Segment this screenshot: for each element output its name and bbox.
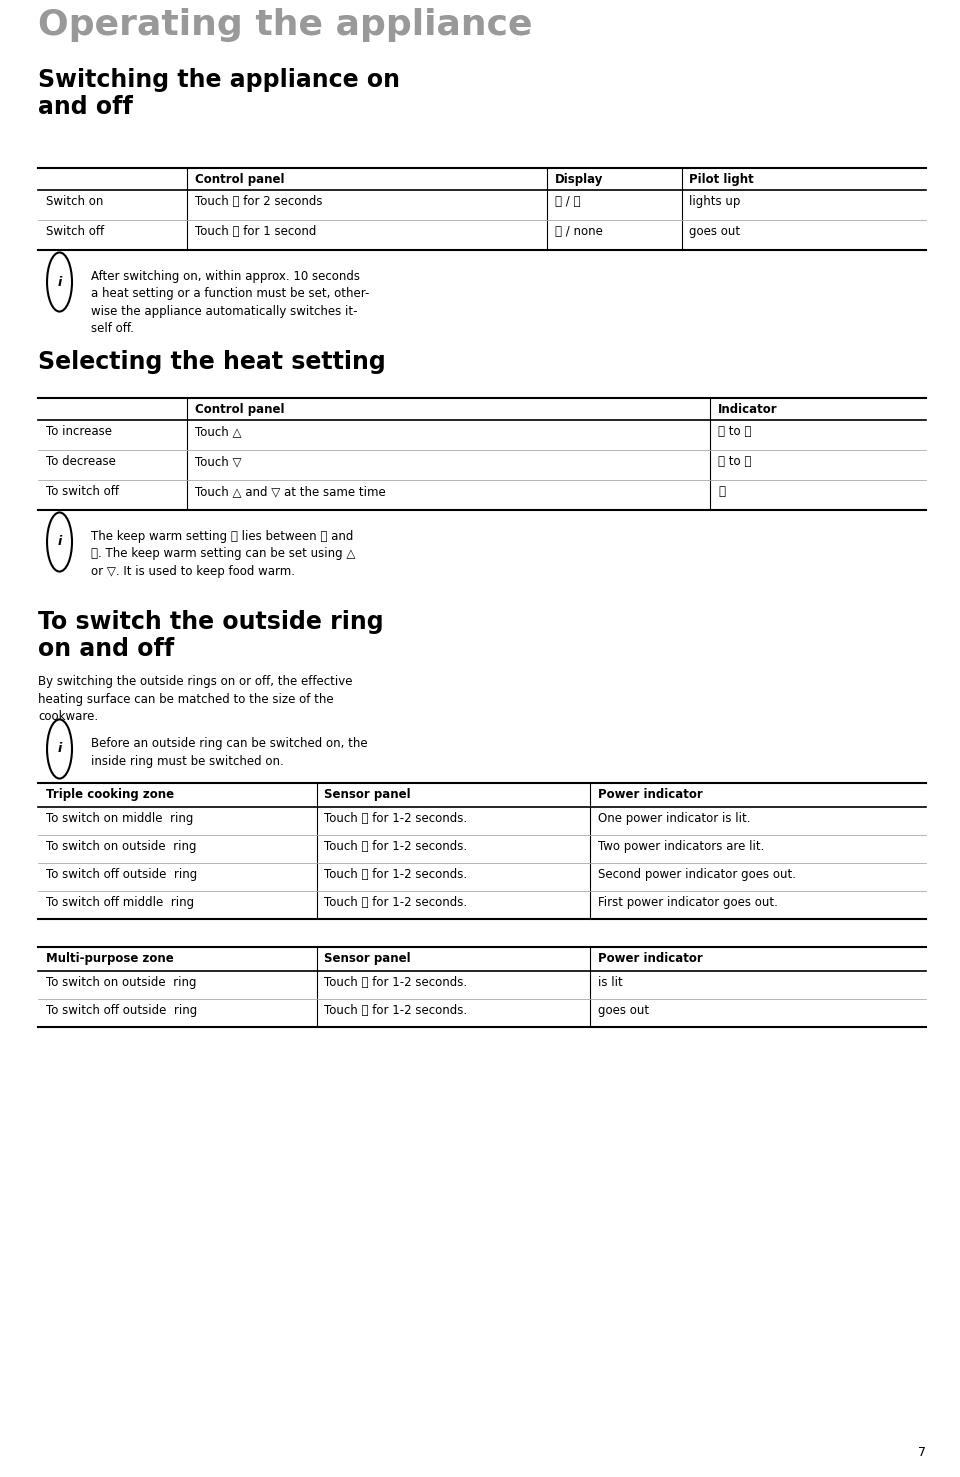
- Text: Switch on: Switch on: [46, 195, 104, 208]
- Text: ⓤ: ⓤ: [718, 484, 725, 498]
- Text: Sensor panel: Sensor panel: [324, 789, 411, 801]
- Text: Power indicator: Power indicator: [598, 789, 703, 801]
- Text: is lit: is lit: [598, 976, 623, 990]
- Text: One power indicator is lit.: One power indicator is lit.: [598, 812, 751, 826]
- Text: Indicator: Indicator: [718, 403, 778, 417]
- Text: To switch off middle  ring: To switch off middle ring: [46, 897, 194, 908]
- Text: Touch ⓘ for 1 second: Touch ⓘ for 1 second: [195, 225, 316, 238]
- Text: i: i: [58, 536, 61, 548]
- Text: To switch off: To switch off: [46, 484, 119, 498]
- Text: Touch ⓘ for 2 seconds: Touch ⓘ for 2 seconds: [195, 195, 323, 208]
- Text: Switching the appliance on
and off: Switching the appliance on and off: [38, 68, 400, 118]
- Ellipse shape: [47, 719, 72, 778]
- Text: Touch ⓘ for 1-2 seconds.: Touch ⓘ for 1-2 seconds.: [324, 897, 468, 908]
- Text: To decrease: To decrease: [46, 455, 116, 468]
- Text: i: i: [58, 276, 61, 288]
- Text: Touch △ and ▽ at the same time: Touch △ and ▽ at the same time: [195, 484, 386, 498]
- Text: The keep warm setting ⓤ lies between ⓤ and
ⓤ. The keep warm setting can be set u: The keep warm setting ⓤ lies between ⓤ a…: [91, 530, 355, 578]
- Text: Touch ⓘ for 1-2 seconds.: Touch ⓘ for 1-2 seconds.: [324, 1004, 468, 1018]
- Text: To switch on outside  ring: To switch on outside ring: [46, 840, 197, 854]
- Ellipse shape: [47, 253, 72, 312]
- Text: lights up: lights up: [689, 195, 741, 208]
- Text: Two power indicators are lit.: Two power indicators are lit.: [598, 840, 764, 854]
- Text: Touch ⓘ for 1-2 seconds.: Touch ⓘ for 1-2 seconds.: [324, 840, 468, 854]
- Text: Pilot light: Pilot light: [689, 173, 754, 186]
- Text: To switch on middle  ring: To switch on middle ring: [46, 812, 194, 826]
- Text: After switching on, within approx. 10 seconds
a heat setting or a function must : After switching on, within approx. 10 se…: [91, 270, 370, 335]
- Text: Touch ⓘ for 1-2 seconds.: Touch ⓘ for 1-2 seconds.: [324, 868, 468, 880]
- Text: Selecting the heat setting: Selecting the heat setting: [38, 350, 386, 374]
- Text: Control panel: Control panel: [195, 173, 284, 186]
- Text: ⓧ / none: ⓧ / none: [555, 225, 603, 238]
- Text: Before an outside ring can be switched on, the
inside ring must be switched on.: Before an outside ring can be switched o…: [91, 737, 368, 768]
- Text: Touch ⓘ for 1-2 seconds.: Touch ⓘ for 1-2 seconds.: [324, 812, 468, 826]
- Text: First power indicator goes out.: First power indicator goes out.: [598, 897, 778, 908]
- Text: Multi-purpose zone: Multi-purpose zone: [46, 953, 174, 964]
- Text: goes out: goes out: [598, 1004, 649, 1018]
- Text: To switch off outside  ring: To switch off outside ring: [46, 1004, 198, 1018]
- Text: i: i: [58, 743, 61, 756]
- Text: To switch off outside  ring: To switch off outside ring: [46, 868, 198, 880]
- Text: ⓤ to ⓮: ⓤ to ⓮: [718, 425, 752, 439]
- Text: Triple cooking zone: Triple cooking zone: [46, 789, 174, 801]
- Text: goes out: goes out: [689, 225, 740, 238]
- Text: Touch ⓘ for 1-2 seconds.: Touch ⓘ for 1-2 seconds.: [324, 976, 468, 990]
- Text: Touch ▽: Touch ▽: [195, 455, 241, 468]
- Text: Touch △: Touch △: [195, 425, 241, 439]
- Text: To switch the outside ring
on and off: To switch the outside ring on and off: [38, 610, 384, 660]
- Ellipse shape: [47, 513, 72, 572]
- Text: To increase: To increase: [46, 425, 112, 439]
- Text: Sensor panel: Sensor panel: [324, 953, 411, 964]
- Text: Switch off: Switch off: [46, 225, 105, 238]
- Text: By switching the outside rings on or off, the effective
heating surface can be m: By switching the outside rings on or off…: [38, 675, 353, 724]
- Text: Second power indicator goes out.: Second power indicator goes out.: [598, 868, 796, 880]
- Text: 7: 7: [919, 1446, 926, 1459]
- Text: To switch on outside  ring: To switch on outside ring: [46, 976, 197, 990]
- Text: ⓮ to ⓤ: ⓮ to ⓤ: [718, 455, 752, 468]
- Text: Control panel: Control panel: [195, 403, 284, 417]
- Text: Display: Display: [555, 173, 603, 186]
- Text: ⓤ / ⓧ: ⓤ / ⓧ: [555, 195, 581, 208]
- Text: Operating the appliance: Operating the appliance: [38, 7, 533, 41]
- Text: Power indicator: Power indicator: [598, 953, 703, 964]
